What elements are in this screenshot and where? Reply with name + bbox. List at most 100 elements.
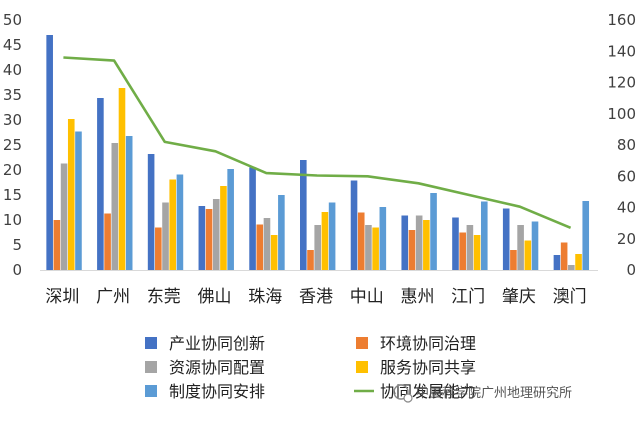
bar-服务协同共享-肇庆: [524, 240, 532, 270]
legend-entry-4: 制度协同安排: [145, 382, 265, 401]
y-tick-label: 35: [3, 86, 22, 104]
y-tick-label: 45: [3, 36, 22, 54]
y-tick-label: 25: [3, 136, 22, 154]
legend-label: 资源协同配置: [169, 358, 265, 377]
y2-tick-label: 120: [607, 74, 636, 92]
y2-tick-label: 100: [607, 105, 636, 123]
legend-entry-2: 资源协同配置: [145, 358, 265, 377]
bar-产业协同创新-惠州: [401, 215, 409, 270]
bar-制度协同安排-香港: [328, 202, 336, 270]
bar-服务协同共享-东莞: [169, 179, 177, 270]
bar-产业协同创新-珠海: [249, 167, 256, 270]
y2-tick-label: 20: [617, 230, 636, 248]
bar-产业协同创新-佛山: [198, 206, 206, 270]
bar-制度协同安排-江门: [480, 201, 488, 270]
bar-制度协同安排-东莞: [176, 174, 184, 270]
bar-环境协同治理-东莞: [155, 227, 162, 270]
legend-label: 产业协同创新: [169, 334, 265, 353]
bar-服务协同共享-惠州: [423, 220, 430, 270]
bar-产业协同创新-东莞: [147, 154, 155, 270]
bar-groups: [46, 35, 590, 270]
category-label-8: 江门: [451, 287, 485, 307]
category-label-1: 广州: [96, 287, 130, 307]
y-tick-label: 40: [3, 61, 22, 79]
legend-label: 服务协同共享: [380, 358, 476, 377]
category-label-9: 肇庆: [502, 287, 536, 307]
category-label-0: 深圳: [45, 287, 79, 307]
bar-资源协同配置-江门: [466, 225, 474, 270]
category-labels: 深圳 广州 东莞 佛山 珠海 香港 中山 惠州 江门 肇庆 澳门: [45, 287, 586, 307]
bar-资源协同配置-深圳: [60, 163, 68, 270]
y-tick-label: 50: [3, 11, 22, 29]
bar-group-0: [46, 35, 82, 270]
bar-制度协同安排-珠海: [278, 195, 285, 270]
legend-swatch: [145, 337, 157, 349]
legend-swatch: [145, 385, 157, 397]
y2-tick-label: 40: [617, 199, 636, 217]
category-label-5: 香港: [299, 287, 333, 307]
watermark-text: 中国科学院广州地理研究所: [416, 385, 572, 401]
bar-group-6: [350, 180, 387, 270]
left-axis-ticks: 0 5 10 15 20 25 30 35 40 45 50: [3, 11, 22, 279]
category-label-4: 珠海: [248, 287, 282, 307]
y-tick-label: 20: [3, 161, 22, 179]
bar-环境协同治理-深圳: [53, 220, 61, 270]
bar-制度协同安排-深圳: [75, 131, 82, 270]
bar-资源协同配置-东莞: [162, 202, 169, 270]
bar-环境协同治理-珠海: [256, 224, 264, 270]
bar-group-1: [97, 88, 133, 270]
bar-资源协同配置-佛山: [212, 199, 220, 270]
watermark-chat-icon-dot: [403, 393, 413, 403]
bar-group-3: [198, 169, 234, 270]
category-label-7: 惠州: [400, 287, 434, 307]
legend-swatch: [356, 337, 368, 349]
y-tick-label: 15: [3, 186, 22, 204]
bar-资源协同配置-中山: [365, 225, 372, 270]
legend-swatch: [356, 361, 368, 373]
bar-制度协同安排-佛山: [227, 169, 234, 270]
legend-swatch: [145, 361, 157, 373]
right-axis-ticks: 0 20 40 60 80 100 120 140 160: [607, 11, 636, 279]
bar-产业协同创新-深圳: [46, 35, 53, 270]
bar-资源协同配置-广州: [111, 143, 119, 270]
bar-环境协同治理-广州: [104, 213, 111, 270]
bar-group-9: [502, 208, 539, 270]
category-label-2: 东莞: [147, 287, 181, 307]
watermark: 中国科学院广州地理研究所: [393, 384, 572, 403]
bar-产业协同创新-中山: [350, 180, 358, 270]
y2-tick-label: 80: [617, 136, 636, 154]
bar-资源协同配置-澳门: [568, 265, 575, 270]
bar-产业协同创新-香港: [300, 160, 307, 270]
bar-资源协同配置-珠海: [263, 218, 271, 270]
line-协同发展能力: [63, 56, 572, 230]
legend-label: 环境协同治理: [380, 334, 476, 353]
y2-tick-label: 160: [607, 11, 636, 29]
legend-entry-0: 产业协同创新: [145, 334, 265, 353]
bar-制度协同安排-澳门: [582, 201, 590, 270]
bar-group-2: [147, 154, 184, 270]
bar-环境协同治理-肇庆: [510, 250, 517, 270]
bar-环境协同治理-香港: [307, 250, 314, 270]
y-tick-label: 30: [3, 111, 22, 129]
bar-产业协同创新-广州: [97, 98, 104, 270]
line-layer: [63, 56, 572, 230]
bar-服务协同共享-澳门: [575, 254, 582, 270]
bar-服务协同共享-深圳: [67, 119, 75, 270]
bar-环境协同治理-澳门: [560, 242, 568, 270]
bar-制度协同安排-肇庆: [531, 221, 539, 270]
bar-服务协同共享-香港: [321, 212, 329, 270]
bar-产业协同创新-澳门: [553, 255, 561, 270]
bar-group-10: [553, 201, 590, 270]
y2-tick-label: 60: [617, 167, 636, 185]
bar-环境协同治理-佛山: [205, 209, 213, 270]
bar-group-7: [401, 193, 437, 270]
bar-服务协同共享-珠海: [270, 235, 278, 270]
category-label-3: 佛山: [198, 287, 232, 307]
bar-服务协同共享-中山: [372, 227, 379, 270]
bar-制度协同安排-中山: [379, 207, 387, 270]
bar-服务协同共享-佛山: [220, 186, 227, 270]
bar-环境协同治理-江门: [459, 232, 466, 270]
bar-制度协同安排-惠州: [430, 193, 437, 270]
y2-tick-label: 140: [607, 42, 636, 60]
bar-产业协同创新-肇庆: [502, 208, 510, 270]
